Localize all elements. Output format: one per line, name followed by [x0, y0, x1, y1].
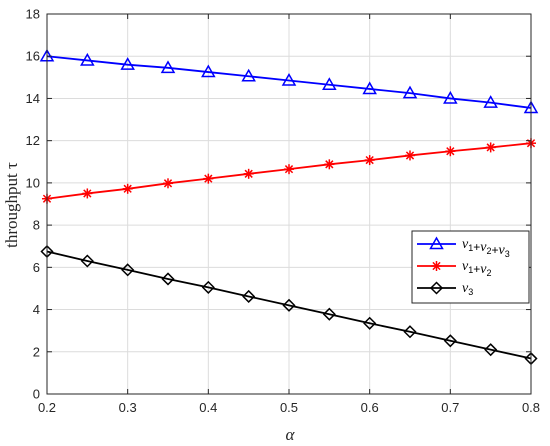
data-point: [484, 343, 498, 357]
data-point: [282, 298, 296, 312]
y-tick-label: 10: [26, 175, 40, 190]
data-point: [82, 188, 93, 199]
data-point: [445, 146, 456, 157]
data-point: [201, 280, 215, 294]
data-point: [324, 159, 335, 170]
legend-marker: [429, 236, 444, 250]
data-point: [160, 60, 176, 74]
legend-entry-label: v1+v2+v3: [462, 237, 510, 259]
data-point: [485, 142, 496, 153]
x-tick-label: 0.7: [441, 400, 459, 415]
y-tick-label: 4: [33, 302, 40, 317]
data-point: [364, 155, 375, 166]
data-point: [483, 95, 498, 108]
data-point: [80, 52, 95, 66]
data-point: [443, 90, 458, 104]
data-point: [402, 85, 418, 99]
legend-entry: v3: [417, 281, 473, 297]
legend-entry: v1+v2+v3: [417, 236, 510, 259]
data-point: [122, 183, 133, 194]
x-tick-label: 0.4: [199, 400, 217, 415]
data-point: [322, 77, 337, 90]
legend-marker: [431, 261, 442, 271]
data-point: [121, 263, 135, 277]
y-tick-label: 0: [33, 387, 40, 402]
data-point: [362, 81, 377, 95]
data-point: [281, 72, 297, 86]
legend-box: [411, 230, 530, 304]
y-tick-label: 14: [26, 91, 40, 106]
series-3: [40, 244, 538, 366]
y-tick-label: 16: [26, 49, 40, 64]
data-point: [363, 316, 377, 330]
legend-entry-label: v3: [462, 281, 473, 297]
x-tick-label: 0.3: [119, 400, 137, 415]
series-line: [46, 250, 532, 360]
data-point: [322, 307, 336, 321]
data-point: [241, 68, 256, 82]
data-point: [201, 64, 216, 78]
x-tick-label: 0.6: [361, 400, 379, 415]
data-point: [405, 150, 415, 161]
y-tick-label: 18: [26, 7, 40, 22]
y-tick-label: 12: [26, 133, 40, 148]
data-point: [242, 289, 256, 304]
y-tick-label: 8: [33, 218, 40, 233]
x-tick-label: 0.2: [38, 400, 56, 415]
x-axis-label: α: [286, 425, 296, 444]
y-axis-label: throughput τ: [2, 162, 21, 248]
x-tick-label: 0.5: [280, 400, 298, 415]
data-point: [120, 57, 135, 70]
legend-entry: v1+v2: [417, 259, 491, 278]
data-point: [161, 272, 175, 286]
legend-entry-label: v1+v2: [462, 259, 491, 278]
axis-ticks: 0.2 0.3 0.4 0.5 0.6 0.7 0.8 0 2 4 6 8 10 12 14 16 18: [26, 7, 541, 416]
data-point: [443, 334, 457, 348]
data-point: [284, 164, 294, 175]
data-point: [163, 178, 173, 189]
data-point: [403, 325, 417, 339]
series-line: [46, 55, 532, 109]
data-point: [203, 173, 214, 184]
data-point: [243, 168, 254, 179]
legend-marker: [429, 281, 444, 295]
y-tick-label: 6: [33, 260, 40, 275]
y-tick-label: 2: [33, 344, 40, 359]
x-tick-label: 0.8: [522, 400, 540, 415]
data-point: [80, 254, 94, 268]
